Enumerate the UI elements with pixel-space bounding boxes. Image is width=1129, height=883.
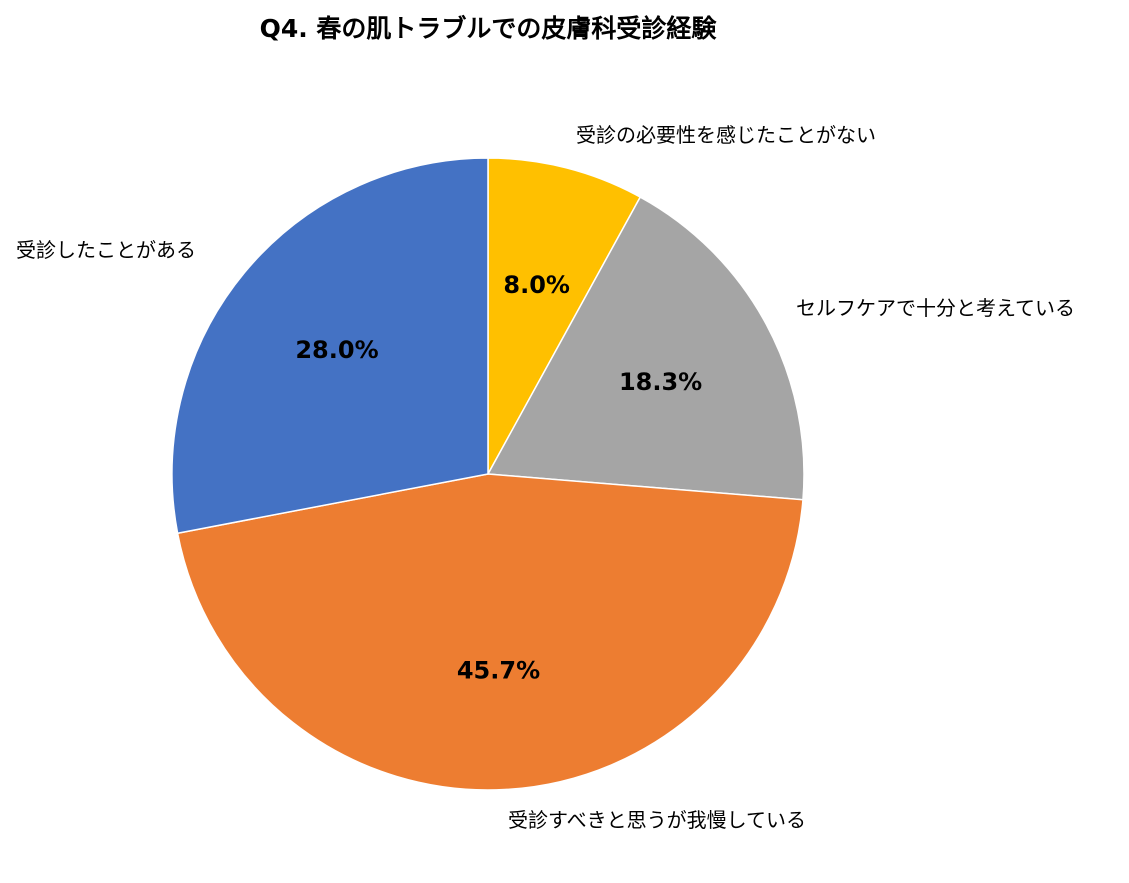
category-label-visited: 受診したことがある [16,238,196,262]
percentage-label-self-care: 18.3% [619,368,702,396]
percentage-label-visited: 28.0% [295,336,378,364]
percentage-label-enduring: 45.7% [457,657,540,685]
percentage-labels: 8.0% 18.3% 45.7% 28.0% [295,271,702,684]
chart-title: Q4. 春の肌トラブルでの皮膚科受診経験 [260,14,718,43]
category-label-no-need: 受診の必要性を感じたことがない [576,123,876,147]
pie-slice-self-care [486,196,805,501]
category-label-self-care: セルフケアで十分と考えている [796,296,1075,320]
pie-slice-no-need [487,157,642,475]
pie-slice-enduring [176,473,804,791]
pie-slice-visited [171,157,489,535]
percentage-label-no-need: 8.0% [503,271,570,299]
category-labels: 受診の必要性を感じたことがない セルフケアで十分と考えている 受診すべきと思うが… [16,123,1075,832]
pie-slices [171,157,805,791]
category-label-enduring: 受診すべきと思うが我慢している [508,808,806,832]
